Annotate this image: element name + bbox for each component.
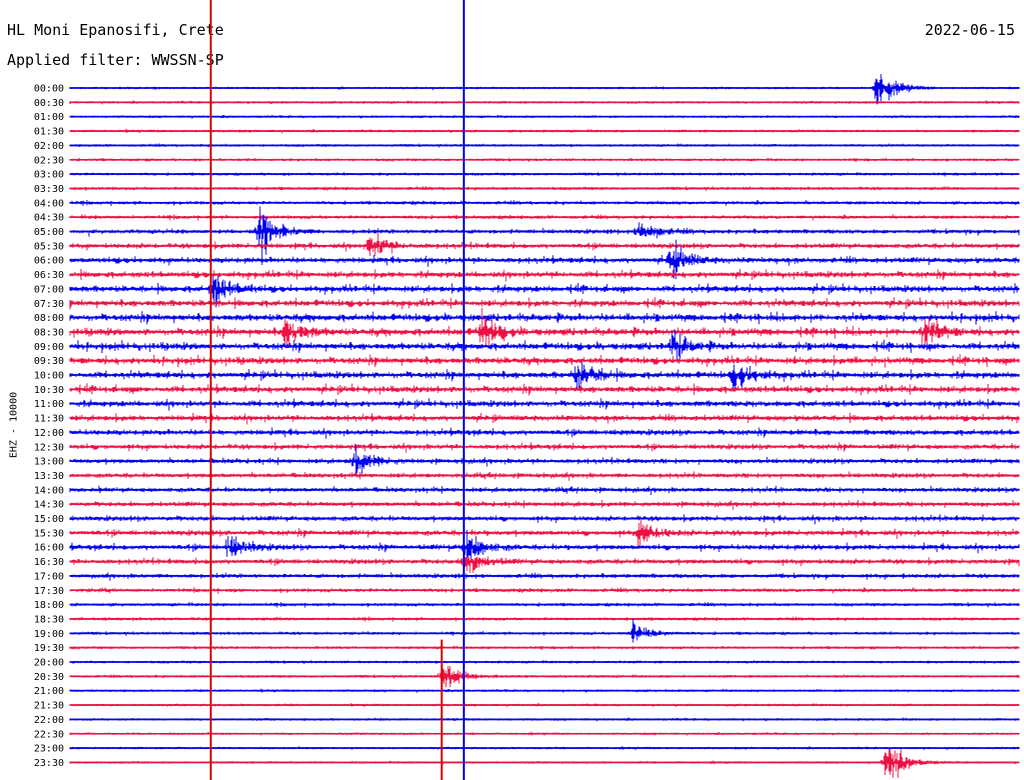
- tick-label-0400: 04:00: [34, 198, 64, 209]
- tick-label-1200: 12:00: [34, 428, 64, 439]
- marker-group: [209, 0, 465, 780]
- tick-label-1700: 17:00: [34, 571, 64, 582]
- tick-label-2330: 23:30: [34, 758, 64, 769]
- tick-label-1530: 15:30: [34, 528, 64, 539]
- tick-label-0600: 06:00: [34, 256, 64, 267]
- tick-label-1500: 15:00: [34, 514, 64, 525]
- date-label: 2022-06-15: [924, 21, 1015, 39]
- trace-1600: [69, 529, 1020, 562]
- trace-group: [69, 74, 1020, 778]
- tick-label-2000: 20:00: [34, 658, 64, 669]
- trace-0530: [69, 232, 1020, 256]
- tick-label-1430: 14:30: [34, 500, 64, 511]
- tick-label-0230: 02:30: [34, 155, 64, 166]
- tick-label-0530: 05:30: [34, 241, 64, 252]
- tick-label-0630: 06:30: [34, 270, 64, 281]
- tick-label-0200: 02:00: [34, 141, 64, 152]
- tick-label-2200: 22:00: [34, 715, 64, 726]
- station-title: HL Moni Epanosifi, Crete: [7, 21, 224, 39]
- tick-label-0430: 04:30: [34, 213, 64, 224]
- tick-label-0700: 07:00: [34, 284, 64, 295]
- tick-label-1930: 19:30: [34, 643, 64, 654]
- tick-label-2030: 20:30: [34, 672, 64, 683]
- tick-label-0330: 03:30: [34, 184, 64, 195]
- tick-label-1300: 13:00: [34, 457, 64, 468]
- tick-label-0030: 00:30: [34, 98, 64, 109]
- tick-label-1030: 10:30: [34, 385, 64, 396]
- tick-label-1730: 17:30: [34, 586, 64, 597]
- tick-label-1800: 18:00: [34, 600, 64, 611]
- trace-1000: [69, 362, 1020, 392]
- tick-label-1400: 14:00: [34, 485, 64, 496]
- tick-label-0730: 07:30: [34, 299, 64, 310]
- trace-2330: [69, 748, 1020, 778]
- filter-label: Applied filter: WWSSN-SP: [7, 51, 224, 69]
- tick-label-0830: 08:30: [34, 327, 64, 338]
- tick-label-2230: 22:30: [34, 729, 64, 740]
- tick-label-2130: 21:30: [34, 701, 64, 712]
- tick-label-1000: 10:00: [34, 371, 64, 382]
- trace-1300: [69, 444, 1020, 476]
- tick-group: 00:00 00:30 01:00 01:30 02:00 02:30 03:00 03:30…: [34, 84, 64, 769]
- tick-label-0800: 08:00: [34, 313, 64, 324]
- tick-label-0930: 09:30: [34, 356, 64, 367]
- tick-label-0500: 05:00: [34, 227, 64, 238]
- trace-0000: [69, 74, 1020, 105]
- tick-label-0000: 00:00: [34, 84, 64, 95]
- tick-label-2100: 21:00: [34, 686, 64, 697]
- tick-label-1230: 12:30: [34, 442, 64, 453]
- tick-label-1130: 11:30: [34, 414, 64, 425]
- tick-label-1330: 13:30: [34, 471, 64, 482]
- tick-label-0300: 03:00: [34, 170, 64, 181]
- tick-label-1900: 19:00: [34, 629, 64, 640]
- tick-label-1100: 11:00: [34, 399, 64, 410]
- tick-label-0900: 09:00: [34, 342, 64, 353]
- tick-label-0130: 01:30: [34, 127, 64, 138]
- trace-1900: [69, 618, 1020, 643]
- tick-label-1830: 18:30: [34, 614, 64, 625]
- tick-label-2300: 23:00: [34, 744, 64, 755]
- trace-1630: [69, 553, 1020, 574]
- tick-label-0100: 01:00: [34, 112, 64, 123]
- tick-label-1600: 16:00: [34, 543, 64, 554]
- tick-label-1630: 16:30: [34, 557, 64, 568]
